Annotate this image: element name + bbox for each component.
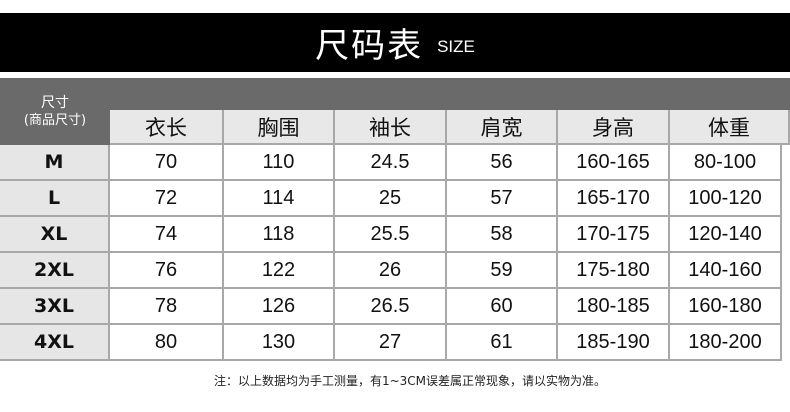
table-cell: 78: [110, 289, 224, 325]
size-table: 尺寸 (商品尺寸) 衣长 胸围 袖长 肩宽 身高 体重 M 70 110 24.5 56 160-16…: [0, 78, 790, 362]
column-header: 体重: [670, 110, 790, 145]
footnote: 注：以上数据均为手工测量，有1~3CM误差属正常现象，请以实物为准。: [213, 374, 607, 388]
table-cell: 165-170: [558, 181, 670, 217]
table-cell: 24.5: [335, 145, 447, 181]
size-label: 3XL: [0, 289, 110, 325]
page-subtitle: SIZE: [437, 36, 475, 56]
table-cell: 76: [110, 253, 224, 289]
table-cell: 180-200: [670, 325, 782, 361]
divider: [0, 72, 790, 78]
table-cell: 170-175: [558, 217, 670, 253]
table-cell: 58: [447, 217, 558, 253]
table-header-bar: [110, 78, 790, 110]
table-cell: 122: [224, 253, 335, 289]
table-cell: 100-120: [670, 181, 782, 217]
corner-label: 尺寸: [41, 94, 69, 111]
table-cell: 72: [110, 181, 224, 217]
table-cell: 160-180: [670, 289, 782, 325]
size-label: M: [0, 145, 110, 181]
table-cell: 126: [224, 289, 335, 325]
table-cell: 25.5: [335, 217, 447, 253]
table-cell: 140-160: [670, 253, 782, 289]
table-cell: 26.5: [335, 289, 447, 325]
column-header: 袖长: [335, 110, 447, 145]
table-cell: 180-185: [558, 289, 670, 325]
table-cell: 80-100: [670, 145, 782, 181]
table-cell: 185-190: [558, 325, 670, 361]
page-title: 尺码表: [315, 26, 424, 66]
column-header: 胸围: [224, 110, 335, 145]
table-cell: 110: [224, 145, 335, 181]
title-banner: 尺码表 SIZE: [0, 13, 790, 72]
column-header: 衣长: [110, 110, 224, 145]
table-cell: 70: [110, 145, 224, 181]
table-cell: 160-165: [558, 145, 670, 181]
table-cell: 120-140: [670, 217, 782, 253]
table-cell: 175-180: [558, 253, 670, 289]
table-cell: 26: [335, 253, 447, 289]
column-header: 身高: [558, 110, 670, 145]
size-label: 4XL: [0, 325, 110, 361]
size-column-header: 尺寸 (商品尺寸): [0, 78, 110, 145]
table-cell: 114: [224, 181, 335, 217]
table-cell: 27: [335, 325, 447, 361]
table-cell: 118: [224, 217, 335, 253]
size-label: L: [0, 181, 110, 217]
table-cell: 56: [447, 145, 558, 181]
corner-sublabel: (商品尺寸): [23, 112, 87, 128]
table-cell: 74: [110, 217, 224, 253]
table-cell: 59: [447, 253, 558, 289]
table-cell: 80: [110, 325, 224, 361]
column-header: 肩宽: [447, 110, 558, 145]
size-label: 2XL: [0, 253, 110, 289]
table-cell: 61: [447, 325, 558, 361]
table-cell: 57: [447, 181, 558, 217]
table-cell: 130: [224, 325, 335, 361]
size-label: XL: [0, 217, 110, 253]
table-cell: 25: [335, 181, 447, 217]
table-cell: 60: [447, 289, 558, 325]
